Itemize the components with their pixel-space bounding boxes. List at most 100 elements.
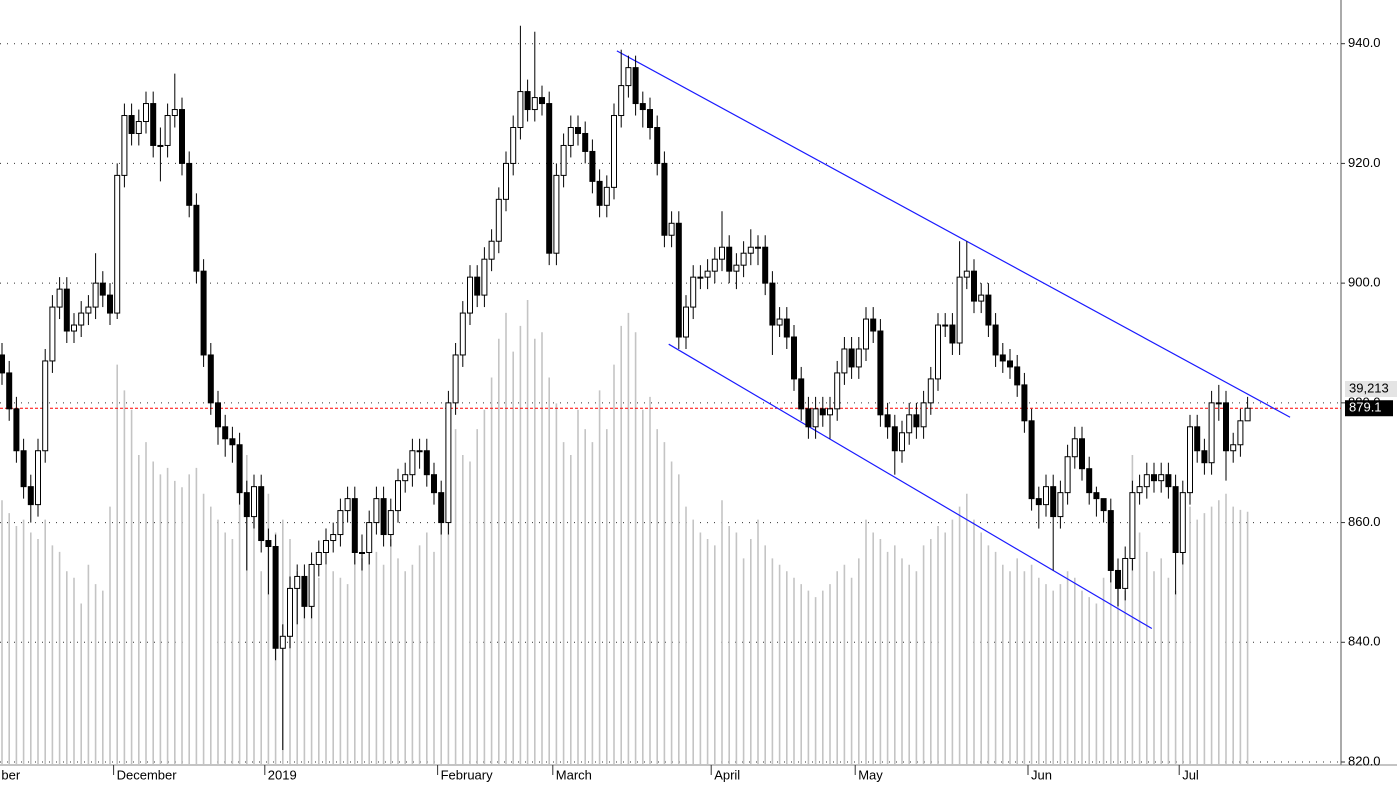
candle-body: [618, 85, 625, 117]
candle-body: [661, 162, 668, 236]
x-tick-label: December: [117, 767, 178, 782]
candle-body: [877, 330, 884, 416]
candle-body: [294, 575, 301, 589]
candle-body: [431, 474, 437, 494]
candle-body: [510, 127, 517, 164]
candle-body: [884, 414, 891, 428]
candle-body: [963, 270, 970, 278]
candle-body: [783, 318, 790, 338]
candle-body: [1107, 510, 1114, 571]
candle-body: [481, 258, 488, 296]
candle-body: [755, 246, 761, 249]
candle-body: [819, 408, 826, 416]
candle-body: [495, 198, 502, 242]
candle-body: [690, 276, 697, 308]
candle-body: [567, 127, 574, 146]
candle-body: [639, 103, 646, 111]
candle-body: [827, 408, 833, 416]
candle-body: [251, 486, 257, 518]
volume-label-box: [1345, 381, 1397, 397]
candle-body: [575, 127, 581, 134]
price-label: 879.1: [1349, 400, 1382, 415]
candle-body: [1179, 492, 1186, 553]
candle-body: [1007, 360, 1013, 368]
candle-body: [63, 288, 70, 332]
candle-body: [27, 486, 34, 506]
candle-body: [467, 276, 473, 314]
y-tick-label: 920.0: [1348, 155, 1381, 170]
x-tick-label: April: [714, 767, 740, 782]
candle-body: [114, 174, 121, 314]
candle-body: [1014, 366, 1021, 386]
candle-body: [445, 402, 452, 524]
candle-body: [92, 282, 99, 308]
candle-body: [423, 450, 430, 476]
candle-body: [287, 587, 293, 637]
candle-body: [78, 312, 85, 326]
candle-body: [1143, 474, 1150, 488]
candle-body: [805, 408, 812, 428]
candle-body: [150, 103, 157, 146]
candle-body: [330, 534, 337, 542]
candle-body: [1057, 492, 1064, 518]
candle-body: [171, 109, 178, 117]
candle-body: [107, 294, 113, 314]
candle-body: [258, 486, 265, 542]
candle-body: [683, 306, 689, 338]
candle-body: [949, 324, 956, 344]
candle-body: [503, 162, 509, 200]
y-tick-label: 900.0: [1348, 275, 1381, 290]
candle-body: [143, 103, 149, 123]
candle-body: [603, 186, 610, 206]
candle-body: [438, 492, 445, 524]
candle-body: [920, 402, 927, 428]
candle-body: [625, 67, 632, 87]
candle-body: [85, 306, 92, 314]
candle-body: [128, 115, 135, 134]
candle-body: [56, 288, 63, 308]
candle-body: [474, 276, 481, 296]
candle-body: [1136, 486, 1143, 494]
y-tick-label: 860.0: [1348, 514, 1381, 529]
candle-body: [186, 162, 193, 206]
candle-body: [747, 246, 754, 254]
candle-body: [71, 324, 77, 332]
candle-body: [632, 67, 639, 105]
candle-body: [1223, 402, 1229, 452]
candle-body: [1086, 468, 1093, 494]
candle-body: [855, 348, 862, 368]
candle-body: [971, 270, 977, 302]
candle-body: [351, 498, 358, 554]
volume-label: 39,213: [1349, 380, 1389, 395]
candle-body: [215, 402, 221, 428]
candle-body: [1151, 474, 1157, 482]
candle-body: [935, 324, 941, 380]
candle-body: [668, 222, 675, 236]
candle-body: [769, 282, 776, 326]
candle-body: [647, 109, 653, 128]
candle-body: [1043, 486, 1049, 506]
candle-body: [1071, 438, 1078, 458]
candle-body: [913, 414, 920, 428]
candle-body: [740, 252, 747, 266]
candle-body: [711, 258, 718, 272]
x-tick-label: March: [556, 767, 592, 782]
candle-body: [611, 115, 617, 188]
candle-body: [35, 450, 41, 506]
candle-body: [1050, 486, 1057, 518]
candle-body: [387, 510, 394, 536]
candle-body: [1115, 569, 1121, 589]
candle-body: [1237, 420, 1244, 446]
candle-body: [157, 144, 164, 147]
y-tick-label: 940.0: [1348, 35, 1381, 50]
y-tick-label: 820.0: [1348, 753, 1381, 768]
candle-body: [265, 540, 272, 548]
candle-body: [798, 378, 805, 410]
candle-body: [531, 97, 538, 111]
candle-body: [870, 318, 877, 332]
candle-body: [560, 144, 567, 176]
candle-body: [1064, 456, 1071, 494]
candle-body: [99, 282, 106, 296]
candle-body: [812, 408, 819, 428]
